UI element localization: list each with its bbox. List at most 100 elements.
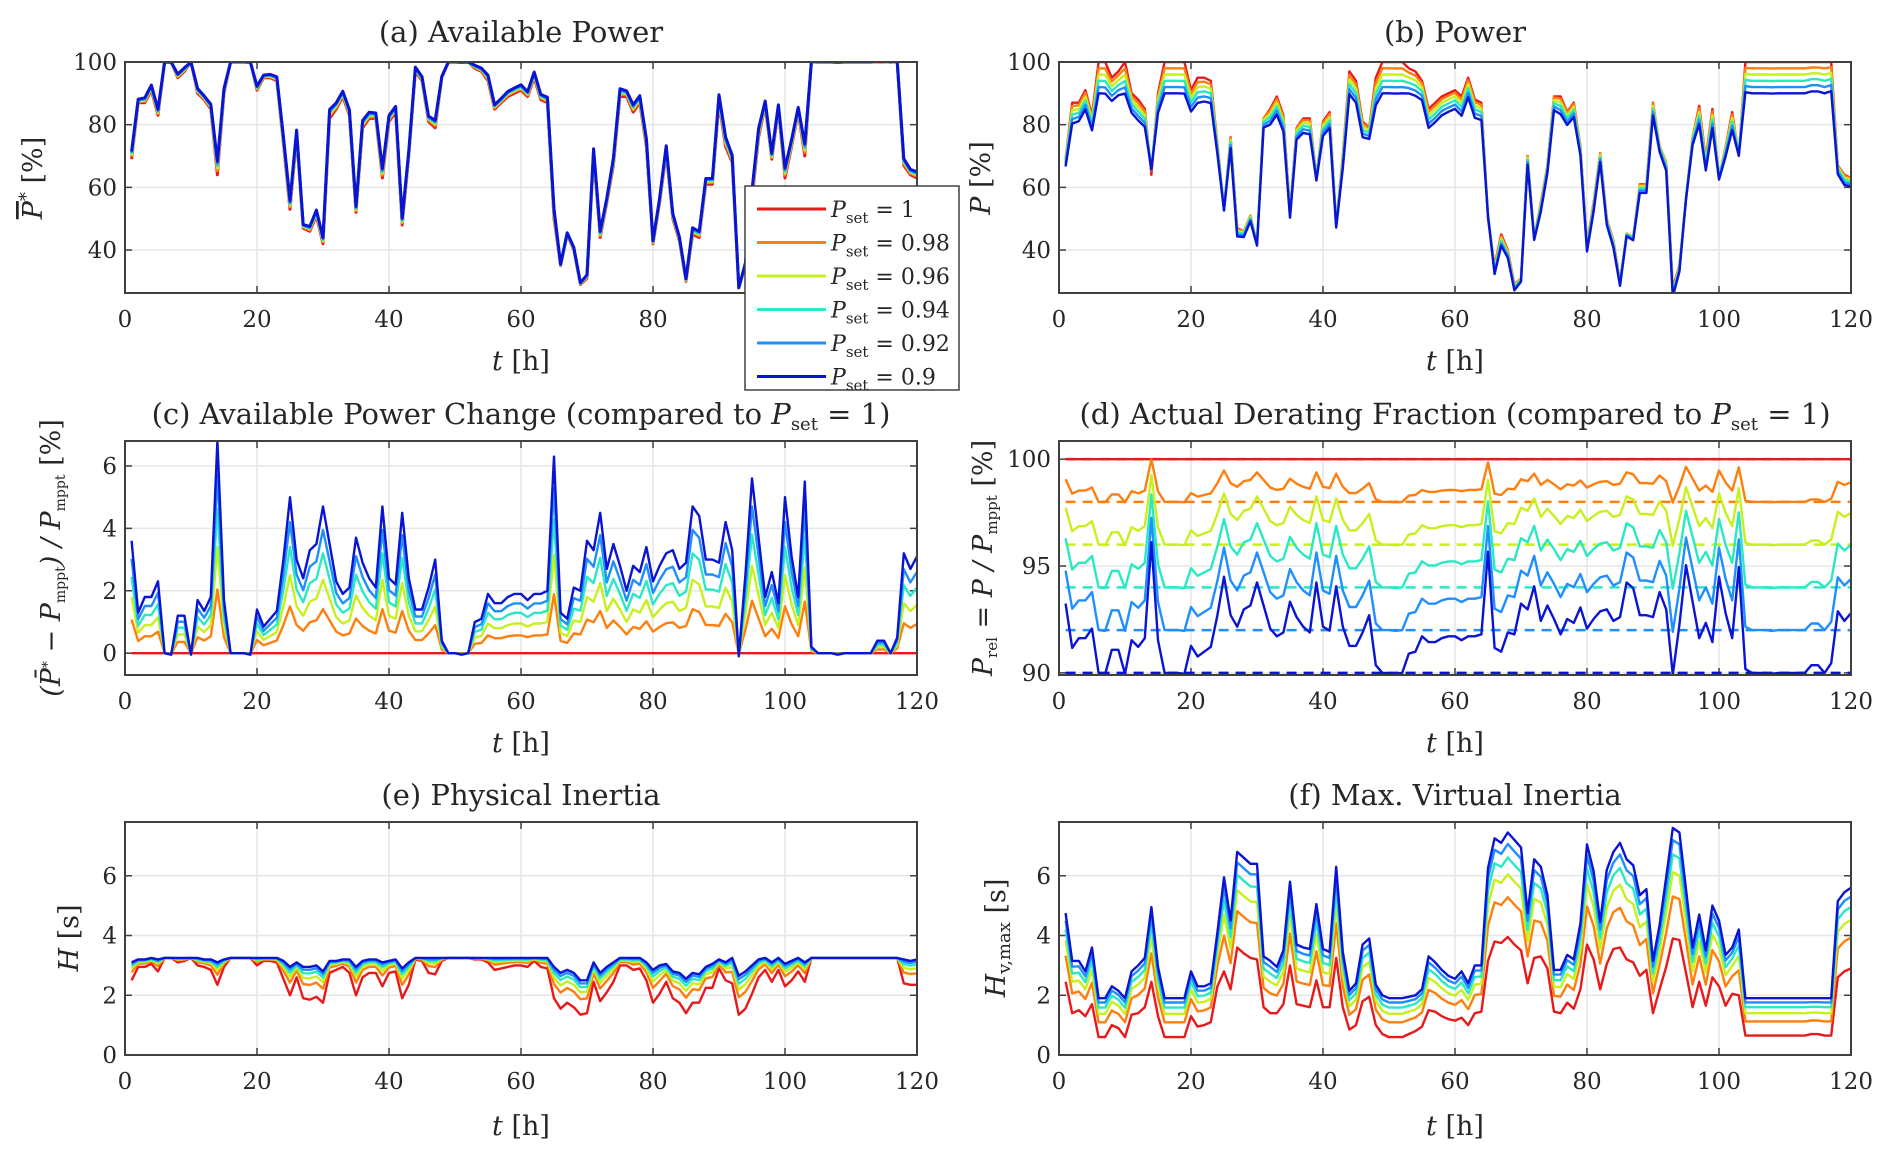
series-line-p-set-0-92 (1064, 516, 1851, 633)
series-line-p-set-0-94 (130, 507, 917, 657)
y-tick-label: 0 (102, 641, 117, 667)
x-tick-label: 20 (242, 307, 271, 333)
x-tick-label: 20 (1176, 1069, 1205, 1095)
panel-f-xlabel: t [h] (1426, 1111, 1484, 1142)
x-tick-label: 60 (1440, 1069, 1469, 1095)
series-line-p-set-0-96 (1064, 473, 1851, 547)
panel-c: 0 20 40 60 80 100 120 0 2 4 6 (102, 440, 939, 715)
x-tick-label: 20 (242, 1069, 271, 1095)
x-tick-label: 100 (1697, 689, 1741, 715)
legend-label: Pset = 0.96 (830, 265, 950, 294)
x-tick-label: 60 (506, 307, 535, 333)
panel-d: 0 20 40 60 80 100 120 90 95 100 (1007, 440, 1873, 715)
y-tick-label: 80 (88, 113, 117, 139)
y-tick-label: 100 (1007, 447, 1051, 473)
panel-f: 0 20 40 60 80 100 120 0 2 4 6 (1036, 821, 1873, 1095)
panel-b-ylabel: P [%] (966, 141, 997, 215)
x-tick-label: 120 (1829, 307, 1873, 333)
y-tick-label: 4 (1036, 924, 1051, 950)
series-line-p-set-0-94 (1064, 853, 1851, 1009)
series-line-p-set-1 (130, 956, 917, 1016)
x-tick-label: 100 (763, 1069, 807, 1095)
panel-e: 0 20 40 60 80 100 120 0 2 4 6 (102, 821, 939, 1095)
svg-text:P* [%]: P* [%] (16, 137, 49, 220)
series-line-p-set-0-98 (1064, 895, 1851, 1024)
svg-text:H [s]: H [s] (54, 904, 85, 972)
x-tick-label: 40 (374, 689, 403, 715)
series-line-p-set-0-92 (1064, 838, 1851, 1004)
x-tick-label: 80 (638, 689, 667, 715)
y-tick-label: 4 (102, 924, 117, 950)
axes-frame (1058, 61, 1852, 294)
series-line-p-set-0-9 (131, 956, 917, 982)
panel-a-xlabel: t [h] (492, 346, 550, 377)
x-tick-label: 40 (1308, 307, 1337, 333)
x-tick-label: 120 (1829, 689, 1873, 715)
series-line-p-set-0-96 (130, 545, 917, 656)
x-tick-label: 120 (1829, 1069, 1873, 1095)
x-tick-label: 60 (506, 689, 535, 715)
panel-c-title-text: (c) Available Power Change (compared to (152, 397, 772, 431)
series-line-p-set-0-9 (130, 62, 917, 290)
x-tick-label: 100 (763, 689, 807, 715)
panel-c-ylabel: (P̄* − Pmppt) / Pmppt [%] (33, 419, 69, 697)
x-tick-label: 120 (895, 689, 939, 715)
x-tick-label: 0 (118, 689, 133, 715)
y-tick-label: 2 (102, 579, 117, 605)
series-line-p-set-0-96 (1064, 871, 1851, 1015)
panel-a-title: (a) Available Power (379, 15, 663, 49)
panel-a-ylabel: P* [%] (16, 137, 49, 220)
x-tick-label: 20 (1176, 307, 1205, 333)
series-line-p-set-1 (1064, 935, 1851, 1039)
svg-text:Prel = P / Pmppt [%]: Prel = P / Pmppt [%] (968, 440, 1001, 677)
y-tick-label: 6 (102, 454, 117, 480)
series-line-p-set-0-98 (130, 588, 917, 656)
y-tick-label: 0 (102, 1043, 117, 1069)
axes-frame (124, 440, 918, 676)
x-tick-label: 0 (118, 307, 133, 333)
y-tick-label: 40 (88, 238, 117, 264)
x-tick-label: 0 (118, 1069, 133, 1095)
svg-text:(P̄* − Pmppt) / Pmppt [%]: (P̄* − Pmppt) / Pmppt [%] (33, 419, 69, 697)
x-tick-label: 80 (638, 1069, 667, 1095)
x-tick-label: 80 (1572, 1069, 1601, 1095)
legend-label: Pset = 1 (830, 198, 915, 227)
series-line-p-set-0-9 (1064, 540, 1851, 675)
legend: Pset = 1 Pset = 0.98 Pset = 0.96 Pset = 0.9… (744, 185, 960, 395)
y-tick-label: 95 (1022, 554, 1051, 580)
legend-label: Pset = 0.9 (830, 366, 936, 395)
series-line-p-set-0-94 (1064, 493, 1851, 590)
y-tick-label: 60 (88, 175, 117, 201)
x-tick-label: 60 (1440, 307, 1469, 333)
panel-c-xlabel: t [h] (492, 728, 550, 759)
axes-frame (1058, 440, 1852, 676)
panel-d-title: (d) Actual Derating Fraction (compared t… (1079, 397, 1830, 435)
legend-label: Pset = 0.98 (830, 232, 950, 261)
panel-d-ylabel: Prel = P / Pmppt [%] (968, 440, 1001, 677)
x-tick-label: 0 (1052, 689, 1067, 715)
y-tick-label: 4 (102, 516, 117, 542)
x-tick-label: 40 (374, 307, 403, 333)
x-tick-label: 100 (1697, 307, 1741, 333)
legend-box (744, 185, 960, 391)
legend-label: Pset = 0.92 (830, 332, 950, 361)
series-line-p-set-0-92 (130, 473, 917, 657)
legend-label: Pset = 0.94 (830, 299, 950, 328)
x-tick-label: 120 (895, 1069, 939, 1095)
x-tick-label: 20 (1176, 689, 1205, 715)
panel-b-xlabel: t [h] (1426, 346, 1484, 377)
x-tick-label: 80 (1572, 689, 1601, 715)
y-tick-label: 0 (1036, 1043, 1051, 1069)
series-line-p-set-0-9 (1064, 89, 1851, 293)
y-tick-label: 100 (1007, 50, 1051, 76)
series-line-p-set-0-9 (1064, 826, 1851, 1000)
panel-e-xlabel: t [h] (492, 1111, 550, 1142)
series-line-p-set-0-98 (1064, 458, 1851, 504)
y-tick-label: 60 (1022, 175, 1051, 201)
axes-frame (1058, 821, 1852, 1056)
y-tick-label: 2 (1036, 983, 1051, 1009)
y-tick-label: 100 (73, 50, 117, 76)
y-tick-label: 40 (1022, 238, 1051, 264)
x-tick-label: 20 (242, 689, 271, 715)
